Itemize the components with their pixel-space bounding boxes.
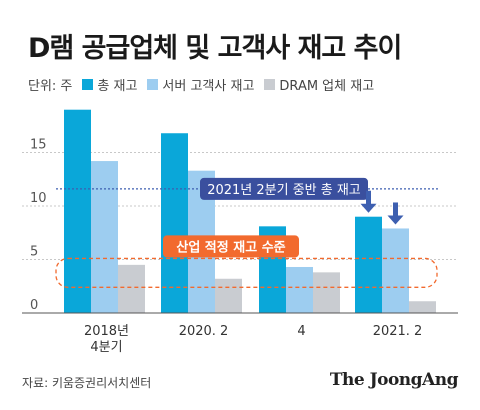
legend-swatch-server — [147, 79, 159, 90]
band-outline — [55, 257, 438, 288]
x-tick-label: 2021. 2 — [373, 324, 423, 339]
down-arrow-icon — [360, 203, 377, 213]
source-note: 자료: 키움증권리서치센터 — [22, 376, 152, 390]
y-tick-label: 0 — [30, 298, 38, 313]
chart-title: D램 공급업체 및 고객사 재고 추이 — [28, 33, 402, 64]
band-label: 산업 적정 재고 수준 — [176, 239, 285, 255]
bar-total — [64, 109, 91, 313]
y-tick-label: 5 — [30, 245, 38, 260]
x-tick-label: 4분기 — [90, 340, 122, 355]
x-tick-label: 4 — [297, 324, 305, 339]
unit-label: 단위: 주 — [28, 79, 73, 94]
down-arrow-icon — [387, 215, 404, 225]
band-label-bg — [163, 235, 299, 258]
legend: 단위: 주 총 재고 서버 고객사 재고 DRAM 업체 재고 — [28, 75, 384, 94]
reference-label: 2021년 2분기 중반 총 재고 — [207, 183, 361, 198]
legend-swatch-total — [82, 79, 94, 90]
bar-total — [355, 216, 382, 313]
bar-dram — [118, 264, 145, 313]
bar-dram — [409, 301, 436, 313]
legend-item-server: 서버 고객사 재고 — [147, 75, 254, 94]
legend-label-total: 총 재고 — [97, 79, 138, 94]
reference-label-bg — [200, 177, 368, 200]
x-tick-label: 2020. 2 — [179, 324, 229, 339]
legend-label-dram: DRAM 업체 재고 — [279, 79, 375, 94]
legend-item-dram: DRAM 업체 재고 — [264, 75, 374, 94]
bar-dram — [313, 272, 340, 313]
bar-dram — [215, 278, 242, 313]
bar-server — [286, 266, 313, 313]
down-arrow-icon — [393, 202, 398, 217]
bar-server — [382, 228, 409, 313]
bar-server — [91, 161, 118, 313]
y-tick-label: 15 — [30, 138, 47, 153]
down-arrow-icon — [366, 190, 371, 205]
publisher-logo: The JoongAng — [329, 370, 459, 390]
legend-label-server: 서버 고객사 재고 — [162, 79, 255, 94]
bar-total — [161, 133, 188, 313]
legend-swatch-dram — [264, 79, 276, 90]
y-tick-label: 10 — [30, 191, 47, 206]
x-tick-label: 2018년 — [84, 324, 129, 339]
legend-item-total: 총 재고 — [82, 75, 137, 94]
